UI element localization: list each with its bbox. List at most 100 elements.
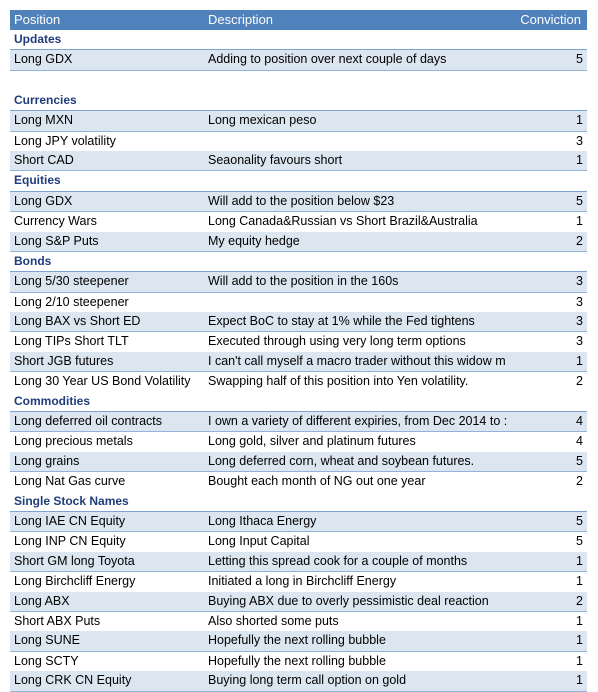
- cell-description[interactable]: Long mexican peso: [208, 113, 317, 128]
- cell-position[interactable]: Long 2/10 steepener: [14, 294, 129, 309]
- header-description[interactable]: Description: [208, 12, 274, 27]
- cell-description[interactable]: Will add to the position in the 160s: [208, 274, 399, 289]
- cell-position[interactable]: Long grains: [14, 453, 80, 468]
- cell-description[interactable]: Hopefully the next rolling bubble: [208, 653, 386, 668]
- cell-position[interactable]: Long GDX: [14, 52, 73, 67]
- cell-conviction[interactable]: 5: [576, 453, 583, 468]
- table-row[interactable]: Long CRK CN Equity Buying long term call …: [10, 671, 587, 692]
- cell-position[interactable]: Long TIPs Short TLT: [14, 334, 129, 349]
- cell-description[interactable]: Swapping half of this position into Yen …: [208, 374, 469, 389]
- cell-conviction[interactable]: 3: [576, 274, 583, 289]
- table-row[interactable]: Long Birchcliff Energy Initiated a long i…: [10, 572, 587, 592]
- table-row[interactable]: Long 5/30 steepener Will add to the posit…: [10, 272, 587, 293]
- cell-position[interactable]: Long SCTY: [14, 653, 79, 668]
- table-row[interactable]: Long Nat Gas curve Bought each month of N…: [10, 472, 587, 492]
- cell-position[interactable]: Short ABX Puts: [14, 613, 101, 628]
- cell-conviction[interactable]: 1: [576, 553, 583, 568]
- cell-position[interactable]: Long IAE CN Equity: [14, 513, 126, 528]
- cell-conviction[interactable]: 3: [576, 133, 583, 148]
- table-row[interactable]: Long GDX Adding to position over next cou…: [10, 50, 587, 71]
- table-row[interactable]: Long precious metals Long gold, silver an…: [10, 432, 587, 452]
- header-conviction[interactable]: Conviction: [520, 12, 581, 27]
- table-row[interactable]: Short ABX Puts Also shorted some puts 1: [10, 611, 587, 632]
- cell-conviction[interactable]: 5: [576, 534, 583, 549]
- cell-conviction[interactable]: 3: [576, 314, 583, 329]
- cell-conviction[interactable]: 1: [576, 653, 583, 668]
- table-row[interactable]: Long ABX Buying ABX due to overly pessimi…: [10, 591, 587, 612]
- cell-description[interactable]: Buying long term call option on gold: [208, 673, 407, 688]
- cell-position[interactable]: Long SUNE: [14, 633, 81, 648]
- cell-description[interactable]: Long gold, silver and platinum futures: [208, 434, 416, 449]
- cell-description[interactable]: Long Input Capital: [208, 534, 310, 549]
- cell-position[interactable]: Long INP CN Equity: [14, 534, 126, 549]
- cell-conviction[interactable]: 2: [576, 474, 583, 489]
- cell-conviction[interactable]: 4: [576, 414, 583, 429]
- cell-description[interactable]: Buying ABX due to overly pessimistic dea…: [208, 593, 489, 608]
- cell-position[interactable]: Long ABX: [14, 593, 70, 608]
- cell-conviction[interactable]: 1: [576, 673, 583, 688]
- cell-description[interactable]: Executed through using very long term op…: [208, 334, 466, 349]
- cell-description[interactable]: Long Ithaca Energy: [208, 513, 317, 528]
- cell-position[interactable]: Long S&P Puts: [14, 233, 99, 248]
- cell-conviction[interactable]: 2: [576, 593, 583, 608]
- cell-description[interactable]: Seaonality favours short: [208, 152, 343, 167]
- cell-conviction[interactable]: 1: [576, 214, 583, 229]
- table-row[interactable]: Long 2/10 steepener 3: [10, 292, 587, 313]
- cell-position[interactable]: Long CRK CN Equity: [14, 673, 132, 688]
- cell-conviction[interactable]: 1: [576, 113, 583, 128]
- cell-description[interactable]: Expect BoC to stay at 1% while the Fed t…: [208, 314, 475, 329]
- cell-position[interactable]: Long MXN: [14, 113, 74, 128]
- table-row[interactable]: Long IAE CN Equity Long Ithaca Energy 5: [10, 511, 587, 533]
- cell-description[interactable]: I own a variety of different expiries, f…: [208, 414, 508, 429]
- cell-description[interactable]: Long Canada&Russian vs Short Brazil&Aust…: [208, 214, 478, 229]
- header-position[interactable]: Position: [14, 12, 61, 27]
- cell-position[interactable]: Long precious metals: [14, 434, 133, 449]
- cell-position[interactable]: Short JGB futures: [14, 353, 114, 368]
- cell-conviction[interactable]: 1: [576, 353, 583, 368]
- cell-conviction[interactable]: 3: [576, 334, 583, 349]
- cell-position[interactable]: Short CAD: [14, 152, 74, 167]
- cell-conviction[interactable]: 5: [576, 193, 583, 208]
- table-row[interactable]: Long TIPs Short TLT Executed through usin…: [10, 332, 587, 352]
- cell-description[interactable]: Also shorted some puts: [208, 613, 339, 628]
- cell-conviction[interactable]: 5: [576, 52, 583, 67]
- table-row[interactable]: Long INP CN Equity Long Input Capital 5: [10, 532, 587, 552]
- cell-conviction[interactable]: 2: [576, 374, 583, 389]
- cell-description[interactable]: Initiated a long in Birchcliff Energy: [208, 574, 397, 589]
- table-row[interactable]: Long deferred oil contracts I own a varie…: [10, 412, 587, 433]
- cell-description[interactable]: I can't call myself a macro trader witho…: [208, 353, 506, 368]
- table-row[interactable]: Short CAD Seaonality favours short 1: [10, 150, 587, 172]
- cell-conviction[interactable]: 2: [576, 233, 583, 248]
- cell-position[interactable]: Short GM long Toyota: [14, 553, 135, 568]
- table-row[interactable]: Currency Wars Long Canada&Russian vs Shor…: [10, 212, 587, 232]
- cell-conviction[interactable]: 3: [576, 294, 583, 309]
- cell-position[interactable]: Long Nat Gas curve: [14, 474, 126, 489]
- cell-position[interactable]: Long 30 Year US Bond Volatility: [14, 374, 191, 389]
- cell-position[interactable]: Long BAX vs Short ED: [14, 314, 141, 329]
- cell-position[interactable]: Currency Wars: [14, 214, 97, 229]
- cell-conviction[interactable]: 4: [576, 434, 583, 449]
- cell-description[interactable]: Long deferred corn, wheat and soybean fu…: [208, 453, 475, 468]
- table-row[interactable]: Long grains Long deferred corn, wheat and…: [10, 451, 587, 473]
- table-row[interactable]: Long MXN Long mexican peso 1: [10, 111, 587, 132]
- cell-position[interactable]: Long JPY volatility: [14, 133, 116, 148]
- table-row[interactable]: Long SUNE Hopefully the next rolling bubb…: [10, 631, 587, 652]
- cell-description[interactable]: Bought each month of NG out one year: [208, 474, 426, 489]
- table-row[interactable]: Long JPY volatility 3: [10, 131, 587, 151]
- cell-position[interactable]: Long Birchcliff Energy: [14, 574, 136, 589]
- cell-conviction[interactable]: 1: [576, 633, 583, 648]
- table-row[interactable]: Long SCTY Hopefully the next rolling bubb…: [10, 651, 587, 672]
- table-row[interactable]: Long S&P Puts My equity hedge 2: [10, 231, 587, 252]
- cell-conviction[interactable]: 1: [576, 152, 583, 167]
- table-row[interactable]: Long 30 Year US Bond Volatility Swapping …: [10, 372, 587, 392]
- cell-description[interactable]: Will add to the position below $23: [208, 193, 395, 208]
- table-row[interactable]: Long GDX Will add to the position below $…: [10, 191, 587, 213]
- table-row[interactable]: Long BAX vs Short ED Expect BoC to stay a…: [10, 312, 587, 333]
- cell-position[interactable]: Long 5/30 steepener: [14, 274, 129, 289]
- cell-conviction[interactable]: 1: [576, 574, 583, 589]
- table-row[interactable]: Short JGB futures I can't call myself a m…: [10, 351, 587, 373]
- cell-position[interactable]: Long deferred oil contracts: [14, 414, 163, 429]
- cell-description[interactable]: Adding to position over next couple of d…: [208, 52, 447, 67]
- cell-position[interactable]: Long GDX: [14, 193, 73, 208]
- cell-conviction[interactable]: 1: [576, 613, 583, 628]
